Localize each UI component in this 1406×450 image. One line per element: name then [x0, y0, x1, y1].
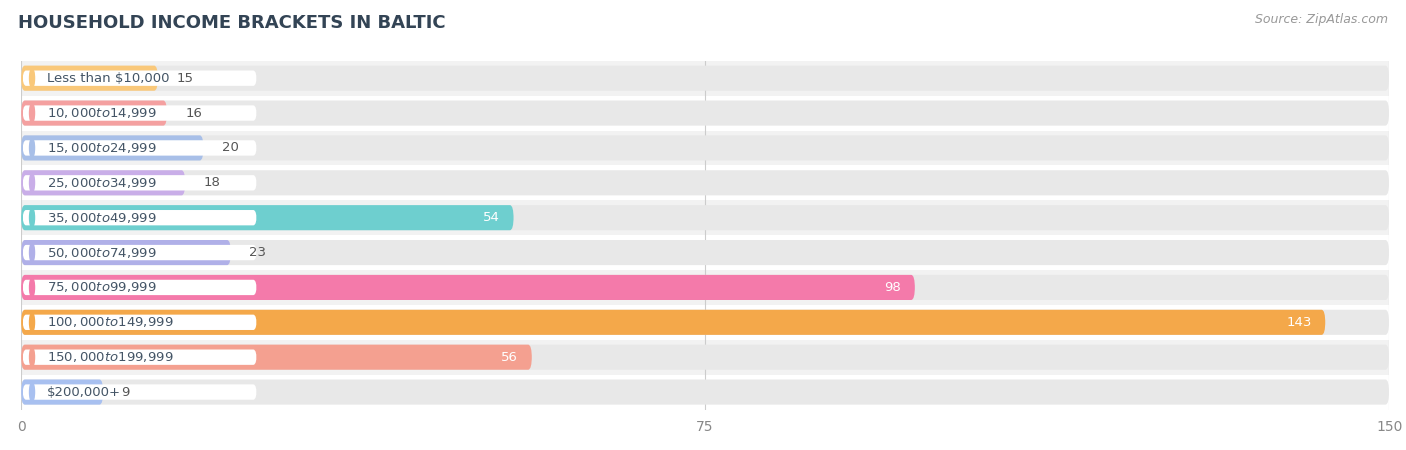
Circle shape [30, 173, 35, 192]
FancyBboxPatch shape [21, 345, 1389, 370]
Text: 18: 18 [204, 176, 221, 189]
FancyBboxPatch shape [21, 100, 1389, 126]
Circle shape [30, 278, 35, 297]
Bar [21, 235, 1389, 270]
Text: 15: 15 [176, 72, 193, 85]
FancyBboxPatch shape [21, 310, 1389, 335]
Text: 9: 9 [121, 386, 129, 399]
FancyBboxPatch shape [22, 71, 257, 86]
Circle shape [30, 104, 35, 122]
Text: 23: 23 [249, 246, 266, 259]
FancyBboxPatch shape [22, 210, 257, 225]
Bar [21, 200, 1389, 235]
FancyBboxPatch shape [22, 280, 257, 295]
FancyBboxPatch shape [21, 310, 1326, 335]
Circle shape [30, 243, 35, 262]
FancyBboxPatch shape [22, 315, 257, 330]
FancyBboxPatch shape [21, 240, 231, 265]
FancyBboxPatch shape [21, 379, 103, 405]
Text: $50,000 to $74,999: $50,000 to $74,999 [46, 246, 156, 260]
FancyBboxPatch shape [21, 135, 204, 161]
Circle shape [30, 208, 35, 227]
FancyBboxPatch shape [22, 140, 257, 156]
FancyBboxPatch shape [21, 275, 1389, 300]
FancyBboxPatch shape [21, 205, 513, 230]
Circle shape [30, 139, 35, 158]
FancyBboxPatch shape [22, 245, 257, 260]
Circle shape [30, 348, 35, 367]
FancyBboxPatch shape [21, 135, 1389, 161]
Text: $200,000+: $200,000+ [46, 386, 121, 399]
Text: HOUSEHOLD INCOME BRACKETS IN BALTIC: HOUSEHOLD INCOME BRACKETS IN BALTIC [18, 14, 446, 32]
FancyBboxPatch shape [22, 175, 257, 190]
Bar [21, 61, 1389, 96]
Text: 56: 56 [502, 351, 519, 364]
FancyBboxPatch shape [21, 379, 1389, 405]
Text: $75,000 to $99,999: $75,000 to $99,999 [46, 280, 156, 294]
FancyBboxPatch shape [21, 345, 531, 370]
Text: 20: 20 [222, 141, 239, 154]
Text: 143: 143 [1286, 316, 1312, 329]
Text: $35,000 to $49,999: $35,000 to $49,999 [46, 211, 156, 225]
FancyBboxPatch shape [22, 350, 257, 365]
Bar [21, 96, 1389, 130]
Text: 98: 98 [884, 281, 901, 294]
Bar [21, 130, 1389, 166]
Circle shape [30, 69, 35, 88]
FancyBboxPatch shape [21, 66, 157, 91]
FancyBboxPatch shape [22, 105, 257, 121]
FancyBboxPatch shape [21, 100, 167, 126]
Text: $10,000 to $14,999: $10,000 to $14,999 [46, 106, 156, 120]
FancyBboxPatch shape [21, 170, 1389, 195]
Text: $15,000 to $24,999: $15,000 to $24,999 [46, 141, 156, 155]
Bar [21, 374, 1389, 410]
Text: Source: ZipAtlas.com: Source: ZipAtlas.com [1254, 14, 1388, 27]
FancyBboxPatch shape [22, 384, 257, 400]
FancyBboxPatch shape [21, 66, 1389, 91]
FancyBboxPatch shape [21, 205, 1389, 230]
FancyBboxPatch shape [21, 275, 915, 300]
Text: 54: 54 [484, 211, 501, 224]
Text: $25,000 to $34,999: $25,000 to $34,999 [46, 176, 156, 190]
Bar [21, 270, 1389, 305]
Text: $150,000 to $199,999: $150,000 to $199,999 [46, 350, 173, 364]
Text: Less than $10,000: Less than $10,000 [46, 72, 169, 85]
Text: $100,000 to $149,999: $100,000 to $149,999 [46, 315, 173, 329]
Circle shape [30, 382, 35, 401]
Bar [21, 166, 1389, 200]
FancyBboxPatch shape [21, 240, 1389, 265]
Circle shape [30, 313, 35, 332]
FancyBboxPatch shape [21, 170, 186, 195]
Bar [21, 340, 1389, 374]
Text: 16: 16 [186, 107, 202, 120]
Bar [21, 305, 1389, 340]
